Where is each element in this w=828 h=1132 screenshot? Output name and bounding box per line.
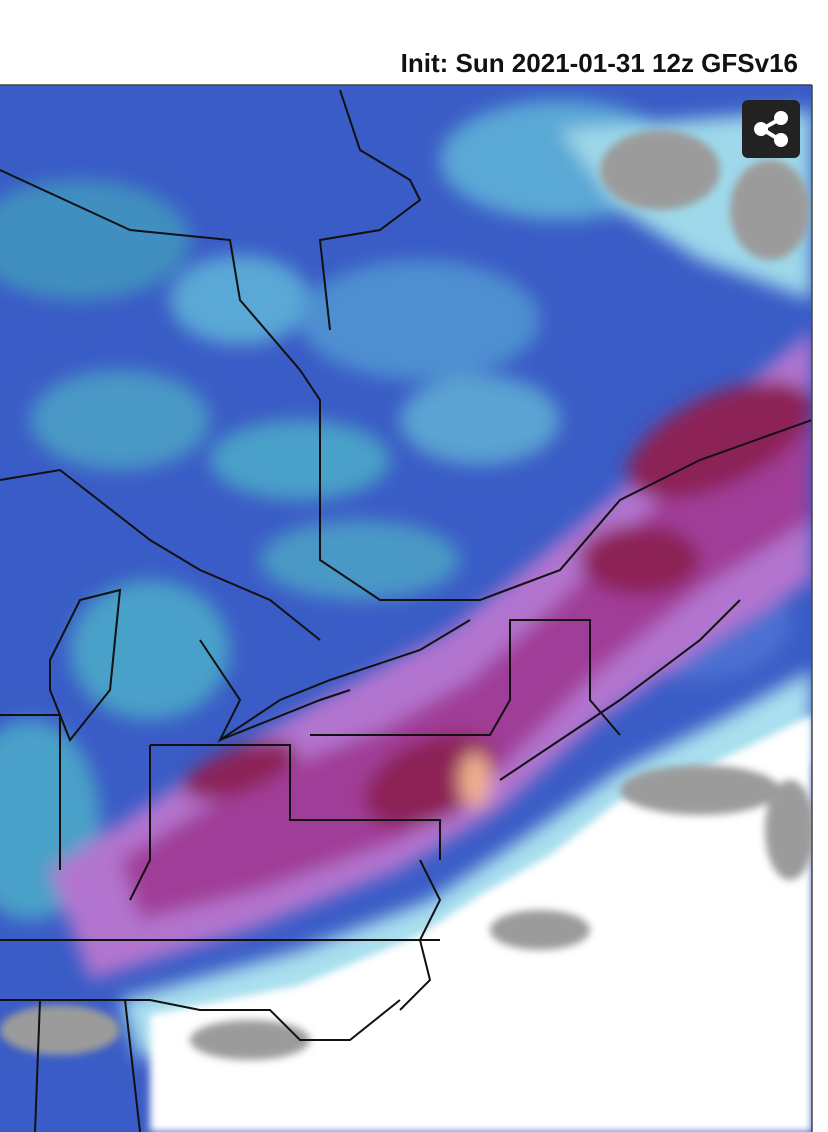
- map-field: [0, 85, 812, 1132]
- precip-layers: [0, 100, 812, 1060]
- init-title: Init: Sun 2021-01-31 12z GFSv16: [400, 48, 798, 78]
- gray-patches: [0, 130, 812, 1060]
- share-icon: [754, 111, 788, 147]
- boundaries: [0, 89, 812, 1132]
- share-button[interactable]: [742, 100, 800, 158]
